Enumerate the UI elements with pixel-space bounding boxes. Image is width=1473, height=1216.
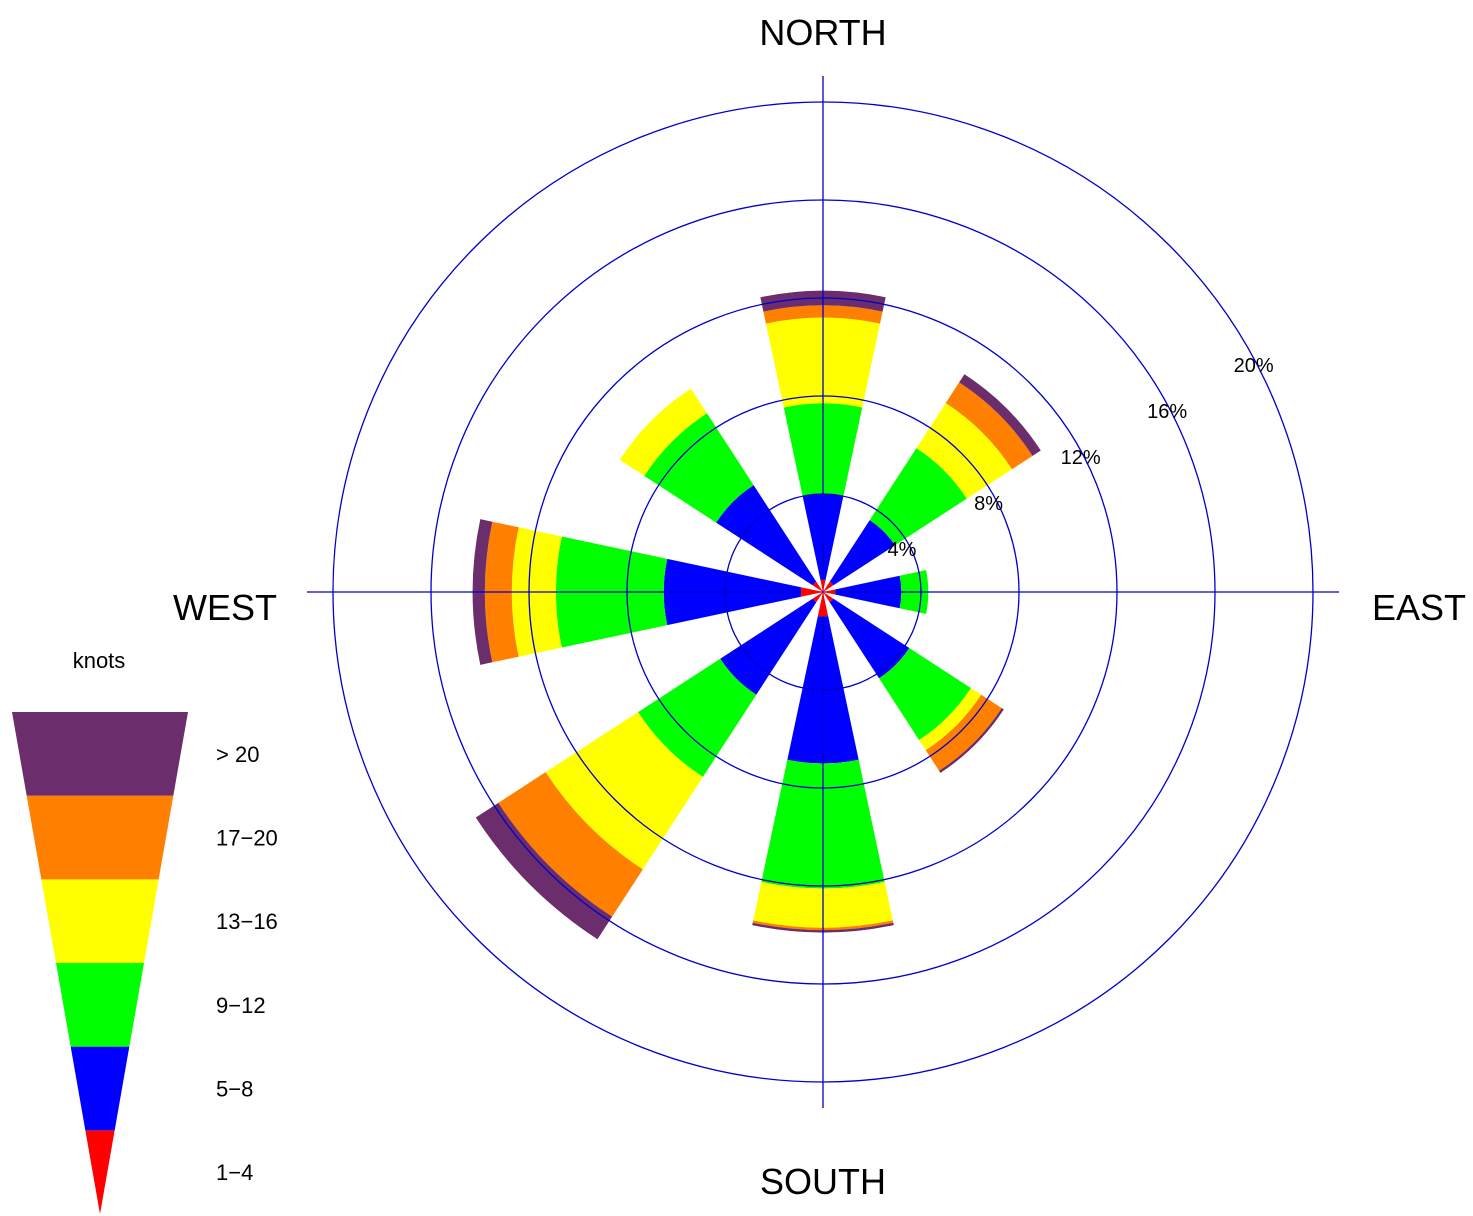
center-sectors [800,579,836,617]
legend-swatch-3 [41,879,159,963]
direction-label-west: WEST [173,587,277,628]
sector-45-bin-4 [945,382,1033,470]
sector-270-bin-0 [800,587,823,597]
sector-0-bin-0 [820,579,826,592]
speed-legend: 1−4 5−8 9−12 13−16 17−20 > 20 [12,712,278,1214]
sector-180-bin-4 [752,920,894,931]
sector-135-bin-0 [823,592,834,603]
legend-label-2: 9−12 [216,993,266,1018]
sector-315-bin-3 [619,388,707,476]
sector-225-bin-5 [475,802,613,940]
ring-labels: 4% 8% 12% 16% 20% [888,355,1274,561]
legend-label-1: 5−8 [216,1077,253,1102]
ring-label-12: 12% [1061,447,1101,469]
sector-45-bin-5 [959,374,1041,456]
ring-label-8: 8% [974,493,1003,515]
sector-135-bin-3 [919,688,982,751]
ring-label-20: 20% [1234,355,1274,377]
legend-label-3: 13−16 [216,909,278,934]
direction-label-south: SOUTH [760,1161,886,1202]
legend-swatch-1 [70,1046,130,1131]
sector-45-bin-3 [916,402,1013,499]
legend-title: knots [73,648,126,673]
direction-label-north: NORTH [759,12,886,53]
wind-sectors [472,290,1041,940]
sector-135-bin-1 [829,598,910,679]
sector-180-bin-5 [752,922,894,933]
sector-225-bin-3 [545,712,703,870]
legend-label-5: > 20 [216,742,259,767]
sector-135-bin-4 [925,694,1002,771]
sector-135-bin-2 [879,648,971,740]
sector-225-bin-0 [812,592,823,603]
sector-225-bin-1 [720,598,817,695]
sector-45-bin-1 [829,520,895,586]
sector-315-bin-1 [716,485,817,586]
ring-label-4: 4% [888,539,917,561]
legend-label-4: 17−20 [216,826,278,851]
ring-label-16: 16% [1147,401,1187,423]
sector-225-bin-4 [498,772,643,917]
sector-225-bin-2 [638,658,757,777]
sector-180-bin-0 [817,592,829,617]
direction-label-east: EAST [1372,587,1466,628]
legend-swatch-4 [26,795,174,880]
sector-90-bin-0 [823,589,836,595]
sector-315-bin-2 [644,413,754,523]
legend-swatch-5 [12,712,188,796]
sector-45-bin-2 [869,448,967,546]
legend-swatch-2 [56,963,144,1047]
sector-45-bin-0 [823,581,834,592]
legend-swatch-0 [85,1130,115,1214]
legend-label-0: 1−4 [216,1160,253,1185]
sector-315-bin-0 [812,581,823,592]
